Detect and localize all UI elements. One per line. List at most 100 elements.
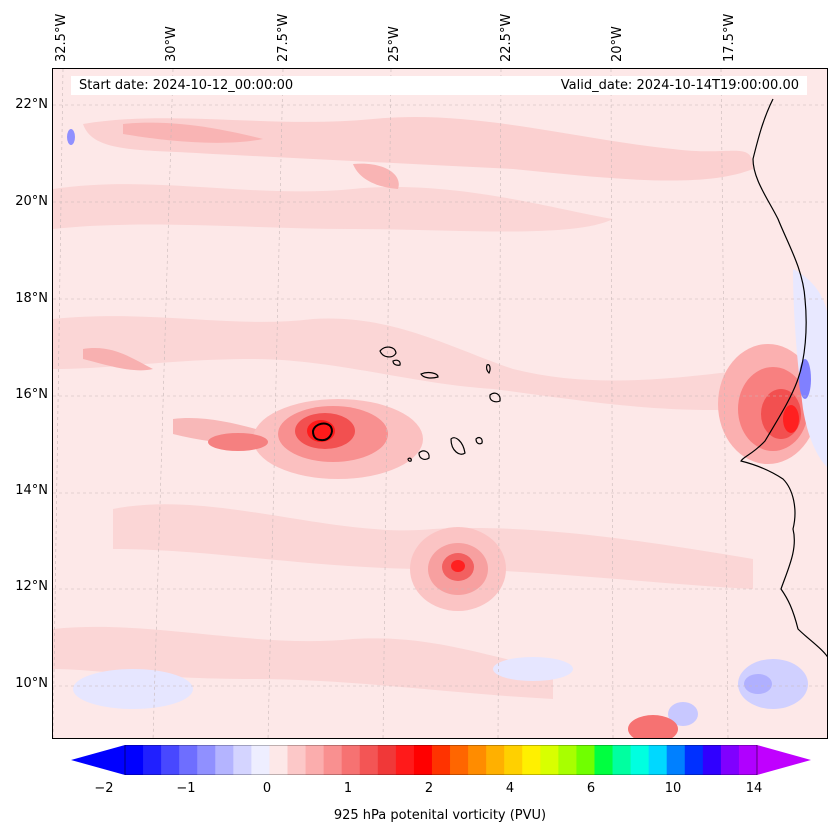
colorbar-cell — [305, 745, 325, 775]
santiago-island — [450, 437, 466, 455]
colorbar-cell — [269, 745, 289, 775]
pv-vortex-1-contour — [311, 422, 333, 442]
brava-island — [407, 457, 412, 462]
pv-streak-4 — [353, 163, 399, 189]
colorbar-cell — [431, 745, 451, 775]
colorbar-tick-2: 0 — [262, 781, 272, 796]
colorbar-cell — [684, 745, 704, 775]
pv-negative-coast-core — [799, 359, 811, 399]
pv-coastal-core — [783, 405, 799, 433]
sao-nicolau-island — [420, 371, 439, 379]
colorbar-cell — [450, 745, 469, 775]
colorbar-tick-5: 4 — [505, 781, 515, 796]
colorbar-cell — [576, 745, 595, 775]
colorbar-tick-4: 2 — [424, 781, 434, 796]
colorbar-cell — [125, 745, 144, 775]
pv-negative-patch-2 — [493, 657, 573, 681]
colorbar-cell — [468, 745, 487, 775]
pv-streak-3 — [123, 122, 263, 143]
colorbar-cell — [504, 745, 523, 775]
colorbar-cell — [323, 745, 343, 775]
colorbar-extend-min — [71, 745, 125, 775]
colorbar-cell — [522, 745, 541, 775]
colorbar-cell — [251, 745, 270, 775]
colorbar-cell — [558, 745, 577, 775]
lat-label-10n: 10°N — [15, 676, 48, 691]
pv-band-mid — [53, 316, 753, 410]
lat-label-22n: 22°N — [15, 97, 48, 112]
colorbar-cell — [287, 745, 307, 775]
colorbar-cell — [630, 745, 650, 775]
colorbar-cell — [197, 745, 216, 775]
colorbar-tick-6: 6 — [586, 781, 596, 796]
colorbar-cell — [359, 745, 379, 775]
pv-negative-sw-core — [744, 674, 772, 694]
sao-vicente-island — [392, 359, 401, 366]
lat-label-20n: 20°N — [15, 194, 48, 209]
colorbar-tick-7: 10 — [664, 781, 682, 796]
colorbar-cell — [738, 745, 758, 775]
colorbar-cell — [702, 745, 722, 775]
maio-island — [475, 437, 483, 445]
colorbar-cell — [377, 745, 397, 775]
pv-band-north-2 — [53, 184, 613, 232]
colorbar-cell — [720, 745, 740, 775]
pv-negative-patch — [73, 669, 193, 709]
colorbar-cell — [179, 745, 198, 775]
colorbar-tick-1: −1 — [176, 781, 196, 796]
map-panel — [52, 68, 828, 739]
pv-streak-5 — [208, 433, 268, 451]
coastlines — [379, 98, 827, 658]
sal-island — [486, 364, 491, 375]
pv-negative-patch-3 — [668, 702, 698, 726]
colorbar-label: 925 hPa potenital vorticity (PVU) — [333, 808, 547, 823]
colorbar-extend-max — [757, 745, 811, 775]
africa-coastline — [740, 98, 827, 658]
map-canvas — [53, 69, 827, 738]
pv-field — [53, 116, 827, 738]
pv-band-north — [83, 116, 753, 181]
colorbar-cell — [540, 745, 559, 775]
pv-band-far-south — [53, 626, 553, 699]
pv-negative-patch-4 — [67, 129, 75, 145]
boa-vista-island — [489, 392, 501, 403]
date-info-box: Start date: 2024-10-12_00:00:00 Valid_da… — [71, 76, 807, 95]
lon-label-25w: 25°W — [387, 26, 402, 62]
lon-label-32.5w: 32.5°W — [54, 13, 69, 62]
pv-negative-sw — [738, 659, 808, 709]
colorbar-cell — [612, 745, 632, 775]
colorbar-cell — [594, 745, 614, 775]
pv-south-max — [628, 715, 678, 738]
graticule — [53, 69, 827, 738]
start-date-label: Start date: 2024-10-12_00:00:00 — [79, 78, 294, 93]
colorbar-cell — [395, 745, 415, 775]
pv-streak-1 — [83, 348, 153, 371]
lon-label-20w: 20°W — [610, 26, 625, 62]
colorbar-cell — [143, 745, 162, 775]
colorbar — [71, 745, 811, 775]
fogo-island — [418, 450, 430, 460]
lon-label-30w: 30°W — [164, 26, 179, 62]
colorbar-cell — [233, 745, 252, 775]
colorbar-cell — [161, 745, 180, 775]
colorbar-cells — [125, 745, 758, 775]
colorbar-cell — [215, 745, 234, 775]
colorbar-tick-0: −2 — [94, 781, 114, 796]
lat-label-12n: 12°N — [15, 579, 48, 594]
lon-label-22.5w: 22.5°W — [499, 13, 514, 62]
colorbar-cell — [413, 745, 433, 775]
colorbar-cell — [486, 745, 505, 775]
lat-label-18n: 18°N — [15, 291, 48, 306]
santo-antao-island — [379, 346, 397, 358]
lat-label-16n: 16°N — [15, 387, 48, 402]
lon-label-17.5w: 17.5°W — [722, 13, 737, 62]
pv-vortex-2-core — [451, 560, 465, 572]
colorbar-tick-8: 14 — [745, 781, 763, 796]
colorbar-outline — [124, 745, 758, 775]
lon-label-27.5w: 27.5°W — [276, 13, 291, 62]
colorbar-cell — [341, 745, 361, 775]
colorbar-tick-3: 1 — [343, 781, 353, 796]
valid-date-label: Valid_date: 2024-10-14T19:00:00.00 — [560, 78, 799, 93]
lat-label-14n: 14°N — [15, 483, 48, 498]
colorbar-cell — [666, 745, 686, 775]
